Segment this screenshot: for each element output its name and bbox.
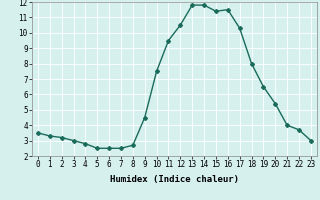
X-axis label: Humidex (Indice chaleur): Humidex (Indice chaleur)	[110, 175, 239, 184]
